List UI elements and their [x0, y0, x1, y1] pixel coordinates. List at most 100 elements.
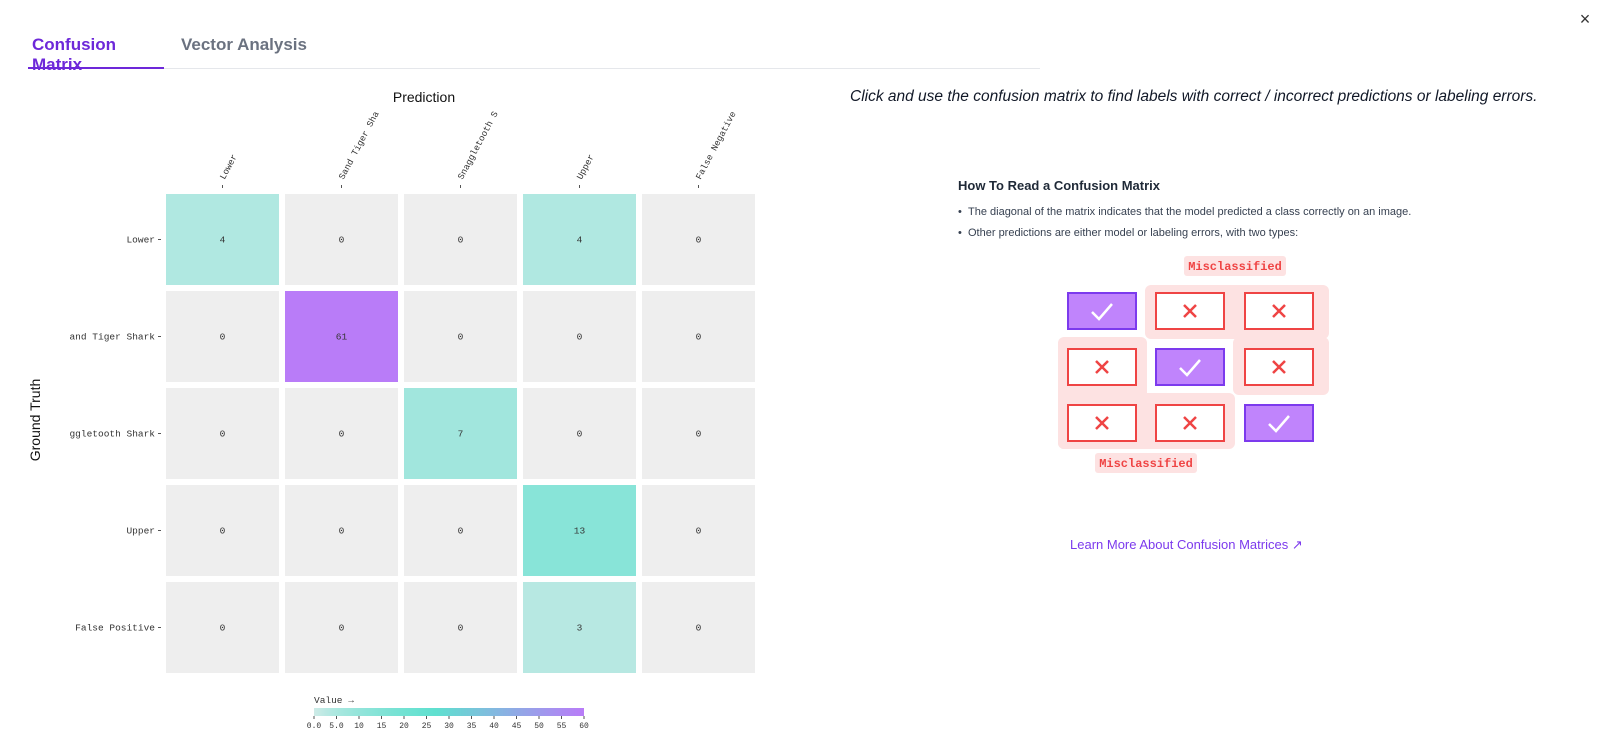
colorbar-tick-label: 35 [467, 722, 477, 731]
howto-list: The diagonal of the matrix indicates tha… [958, 202, 1518, 244]
heatmap-cell-value: 3 [577, 623, 583, 634]
colorbar-tick-label: 40 [489, 722, 499, 731]
colorbar-tick-label: 10 [354, 722, 364, 731]
correct-cell [1067, 292, 1137, 330]
learn-more-link[interactable]: Learn More About Confusion Matrices ↗ [1070, 537, 1303, 552]
heatmap-cell-value: 4 [220, 235, 226, 246]
heatmap-cell-value: 0 [696, 526, 702, 537]
colorbar-tick-label: 5.0 [329, 722, 344, 731]
x-tick-label: Sand Tiger Sha [337, 109, 382, 181]
heatmap-cell[interactable] [523, 388, 636, 479]
heatmap-cell-value: 0 [458, 235, 464, 246]
heatmap-cell[interactable] [404, 291, 517, 382]
howto-panel: How To Read a Confusion Matrix The diago… [958, 178, 1518, 244]
heatmap-cell-value: 0 [220, 332, 226, 343]
heatmap-cell-value: 0 [339, 623, 345, 634]
colorbar-tick-label: 30 [444, 722, 454, 731]
y-axis-title: Ground Truth [27, 379, 43, 462]
x-axis-title: Prediction [393, 89, 455, 105]
heatmap-cell[interactable] [166, 194, 279, 285]
heatmap-cell[interactable] [404, 485, 517, 576]
heatmap-cell-value: 61 [336, 332, 348, 343]
tab-vector-analysis[interactable]: Vector Analysis [181, 35, 307, 54]
correct-cell [1244, 404, 1314, 442]
colorbar-tick-label: 60 [579, 722, 589, 731]
heatmap-cell-value: 0 [339, 526, 345, 537]
heatmap-cell-value: 0 [458, 526, 464, 537]
heatmap-cell[interactable] [166, 485, 279, 576]
x-icon [1272, 304, 1286, 318]
colorbar-tick-label: 50 [534, 722, 544, 731]
misclassified-badge-bottom [1095, 453, 1197, 473]
check-icon [1179, 359, 1201, 377]
misclassified-label-bottom: Misclassified [1099, 457, 1193, 471]
confusion-matrix-heatmap: Prediction Ground Truth Lower Sand Tiger Sh… [27, 89, 755, 731]
heatmap-cell-value: 0 [577, 429, 583, 440]
heatmap-cell[interactable] [285, 582, 398, 673]
heatmap-cell-value: 0 [220, 526, 226, 537]
colorbar-tick-label: 20 [399, 722, 409, 731]
heatmap-cell[interactable] [285, 194, 398, 285]
heatmap-cell-value: 0 [696, 235, 702, 246]
heatmap-cell[interactable] [642, 291, 755, 382]
heatmap-cell[interactable] [404, 194, 517, 285]
heatmap-cell-value: 4 [577, 235, 583, 246]
x-icon [1095, 360, 1109, 374]
heatmap-cell-value: 7 [458, 429, 464, 440]
heatmap-cell-value: 13 [574, 526, 586, 537]
heatmap-cell[interactable] [523, 485, 636, 576]
y-tick-label: and Tiger Shark [69, 332, 155, 343]
heatmap-cell[interactable] [523, 582, 636, 673]
tab-confusion-matrix[interactable]: Confusion Matrix [28, 35, 164, 74]
tab-bar: Confusion Matrix Vector Analysis [28, 30, 1040, 74]
heatmap-cell[interactable] [642, 582, 755, 673]
heatmap-cell[interactable] [642, 388, 755, 479]
heatmap-cell[interactable] [166, 291, 279, 382]
colorbar-tick-label: 55 [557, 722, 567, 731]
heatmap-cell[interactable] [404, 582, 517, 673]
y-tick-label: False Positive [75, 623, 155, 634]
heatmap-cell-value: 0 [696, 623, 702, 634]
heatmap-cell[interactable] [166, 388, 279, 479]
heatmap-cell-value: 0 [220, 623, 226, 634]
y-tick-label: Upper [126, 526, 155, 537]
heatmap-cell[interactable] [285, 485, 398, 576]
colorbar-tick-label: 45 [512, 722, 522, 731]
misclassified-badge-top [1184, 256, 1286, 276]
misclassified-label-top: Misclassified [1188, 260, 1282, 274]
x-icon [1183, 416, 1197, 430]
x-tick-label: Upper [575, 153, 597, 182]
howto-title: How To Read a Confusion Matrix [958, 178, 1160, 193]
heatmap-cell-value: 0 [696, 429, 702, 440]
y-tick-label: Lower [126, 235, 155, 246]
correct-cell [1155, 348, 1225, 386]
colorbar [314, 708, 584, 716]
colorbar-tick-label: 25 [422, 722, 432, 731]
x-tick-label: Snaggletooth S [456, 110, 500, 181]
heatmap-cell[interactable] [523, 194, 636, 285]
heatmap-cell[interactable] [285, 388, 398, 479]
x-tick-label: Lower [218, 153, 240, 182]
heatmap-cell[interactable] [404, 388, 517, 479]
heatmap-cell-value: 0 [696, 332, 702, 343]
x-icon [1183, 304, 1197, 318]
instruction-text: Click and use the confusion matrix to fi… [850, 88, 1538, 105]
check-icon [1091, 303, 1113, 321]
heatmap-cell[interactable] [642, 194, 755, 285]
heatmap-cell[interactable] [285, 291, 398, 382]
heatmap-cell-value: 0 [220, 429, 226, 440]
heatmap-cell-value: 0 [577, 332, 583, 343]
confusion-matrix-diagram: Misclassified Misclassified [1058, 256, 1329, 473]
heatmap-cell-value: 0 [339, 235, 345, 246]
heatmap-cell[interactable] [642, 485, 755, 576]
colorbar-tick-label: 15 [377, 722, 387, 731]
y-tick-label: ggletooth Shark [69, 429, 155, 440]
x-tick-label: False Negative [694, 110, 738, 181]
heatmap-cell[interactable] [523, 291, 636, 382]
x-icon [1272, 360, 1286, 374]
heatmap-cell[interactable] [166, 582, 279, 673]
heatmap-cell-value: 0 [458, 332, 464, 343]
close-button[interactable]: × [1579, 9, 1591, 29]
howto-bullet-errors: Other predictions are either model or la… [958, 223, 1518, 244]
x-icon [1095, 416, 1109, 430]
